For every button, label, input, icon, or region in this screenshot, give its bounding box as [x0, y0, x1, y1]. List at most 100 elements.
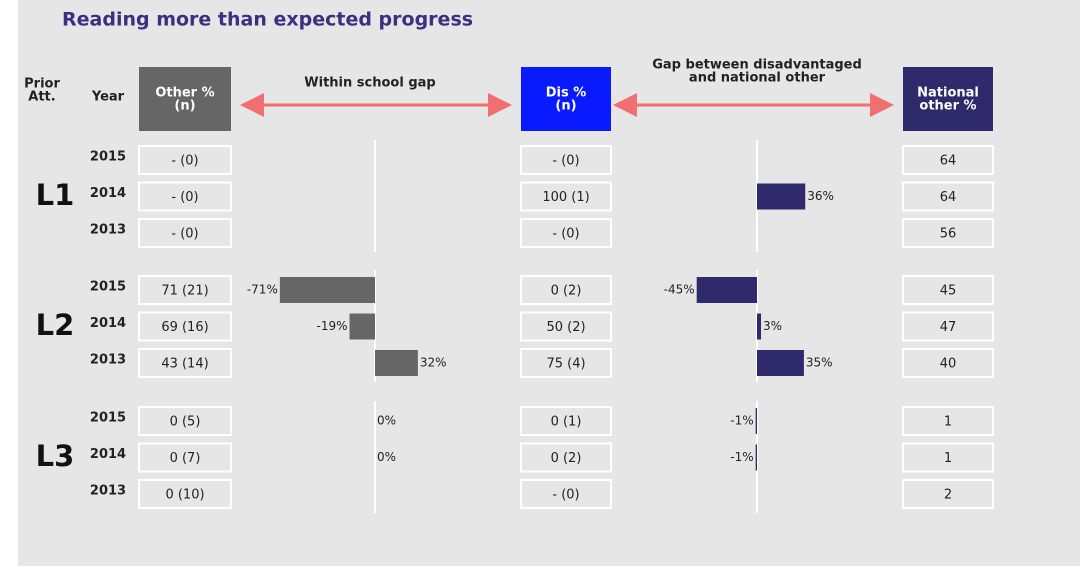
gap-label: -1%: [730, 450, 753, 464]
gap-label: 3%: [763, 319, 782, 333]
header-label: and national other: [689, 71, 826, 86]
year-label: 2013: [90, 353, 126, 368]
group-label: L3: [36, 439, 75, 473]
cell-value: - (0): [552, 227, 579, 242]
cell-value: - (0): [552, 154, 579, 169]
cell: [902, 479, 994, 509]
gap-bar: [757, 313, 762, 340]
header-box: [521, 67, 611, 131]
cell: [138, 275, 232, 305]
cell: [138, 479, 232, 509]
cell-value: 45: [940, 284, 957, 299]
cell: [902, 145, 994, 175]
cell: [902, 311, 994, 342]
header-label: other %: [919, 99, 976, 114]
cell: [902, 442, 994, 473]
gap-label: 36%: [807, 189, 834, 203]
cell: [902, 218, 994, 248]
cell-value: 47: [940, 320, 957, 335]
cell-value: - (0): [171, 227, 198, 242]
header-label: Year: [91, 90, 125, 105]
gap-bar: [755, 444, 757, 471]
cell: [902, 406, 994, 436]
cell: [138, 348, 232, 378]
year-label: 2013: [90, 484, 126, 499]
gap-label: -1%: [730, 414, 753, 428]
cell-value: 2: [944, 488, 952, 503]
cell-value: 0 (2): [551, 451, 582, 466]
cell: [520, 145, 612, 175]
cell: [520, 181, 612, 212]
cell: [520, 406, 612, 436]
cell: [138, 218, 232, 248]
year-label: 2015: [90, 411, 126, 426]
cell-value: 75 (4): [546, 357, 585, 372]
gap-bar: [349, 313, 375, 340]
cell-value: 69 (16): [161, 320, 208, 335]
cell-value: 1: [944, 415, 952, 430]
cell: [138, 181, 232, 212]
cell: [902, 181, 994, 212]
header-label: Other %: [155, 86, 214, 101]
gap-bar: [696, 277, 757, 303]
cell-value: 100 (1): [542, 190, 589, 205]
gap-bar: [757, 183, 806, 210]
cell-value: 64: [940, 190, 957, 205]
cell-value: 0 (7): [170, 451, 201, 466]
cell-value: 43 (14): [161, 357, 208, 372]
header-box: [903, 67, 993, 131]
gap-bar: [279, 277, 375, 303]
cell-value: 71 (21): [161, 284, 208, 299]
gap-label: -45%: [664, 283, 695, 297]
gap-label: -71%: [247, 283, 278, 297]
cell-value: 40: [940, 357, 957, 372]
cell: [902, 348, 994, 378]
cell-value: 0 (5): [170, 415, 201, 430]
cell-value: 50 (2): [546, 320, 585, 335]
cell: [138, 311, 232, 342]
gap-label: 0%: [377, 450, 396, 464]
cell: [520, 311, 612, 342]
year-label: 2015: [90, 280, 126, 295]
gap-label: 0%: [377, 414, 396, 428]
cell-value: - (0): [552, 488, 579, 503]
cell: [520, 275, 612, 305]
cell: [520, 442, 612, 473]
year-label: 2013: [90, 223, 126, 238]
header-label: Within school gap: [304, 76, 435, 91]
gap-label: 35%: [806, 356, 833, 370]
year-label: 2014: [90, 447, 126, 462]
header-label: National: [917, 86, 979, 101]
gap-label: 32%: [420, 356, 447, 370]
group-label: L1: [36, 178, 75, 212]
header-label: Att.: [28, 90, 55, 105]
cell-value: 64: [940, 154, 957, 169]
cell-value: 1: [944, 451, 952, 466]
year-label: 2014: [90, 316, 126, 331]
gap-bar: [755, 408, 757, 434]
year-label: 2015: [90, 150, 126, 165]
cell-value: 56: [940, 227, 957, 242]
header-label: Dis %: [546, 86, 587, 101]
cell-value: 0 (1): [551, 415, 582, 430]
cell: [138, 145, 232, 175]
cell: [902, 275, 994, 305]
header-label: Gap between disadvantaged: [652, 58, 862, 73]
cell-value: - (0): [171, 154, 198, 169]
cell: [520, 218, 612, 248]
title: Reading more than expected progress: [62, 9, 473, 31]
cell: [520, 348, 612, 378]
cell-value: 0 (10): [165, 488, 204, 503]
cell: [138, 442, 232, 473]
header-box: [139, 67, 231, 131]
cell-value: - (0): [171, 190, 198, 205]
group-label: L2: [36, 308, 75, 342]
cell: [520, 479, 612, 509]
cell-value: 0 (2): [551, 284, 582, 299]
gap-label: -19%: [317, 319, 348, 333]
gap-bar: [375, 350, 418, 376]
header-label: (n): [555, 99, 576, 114]
